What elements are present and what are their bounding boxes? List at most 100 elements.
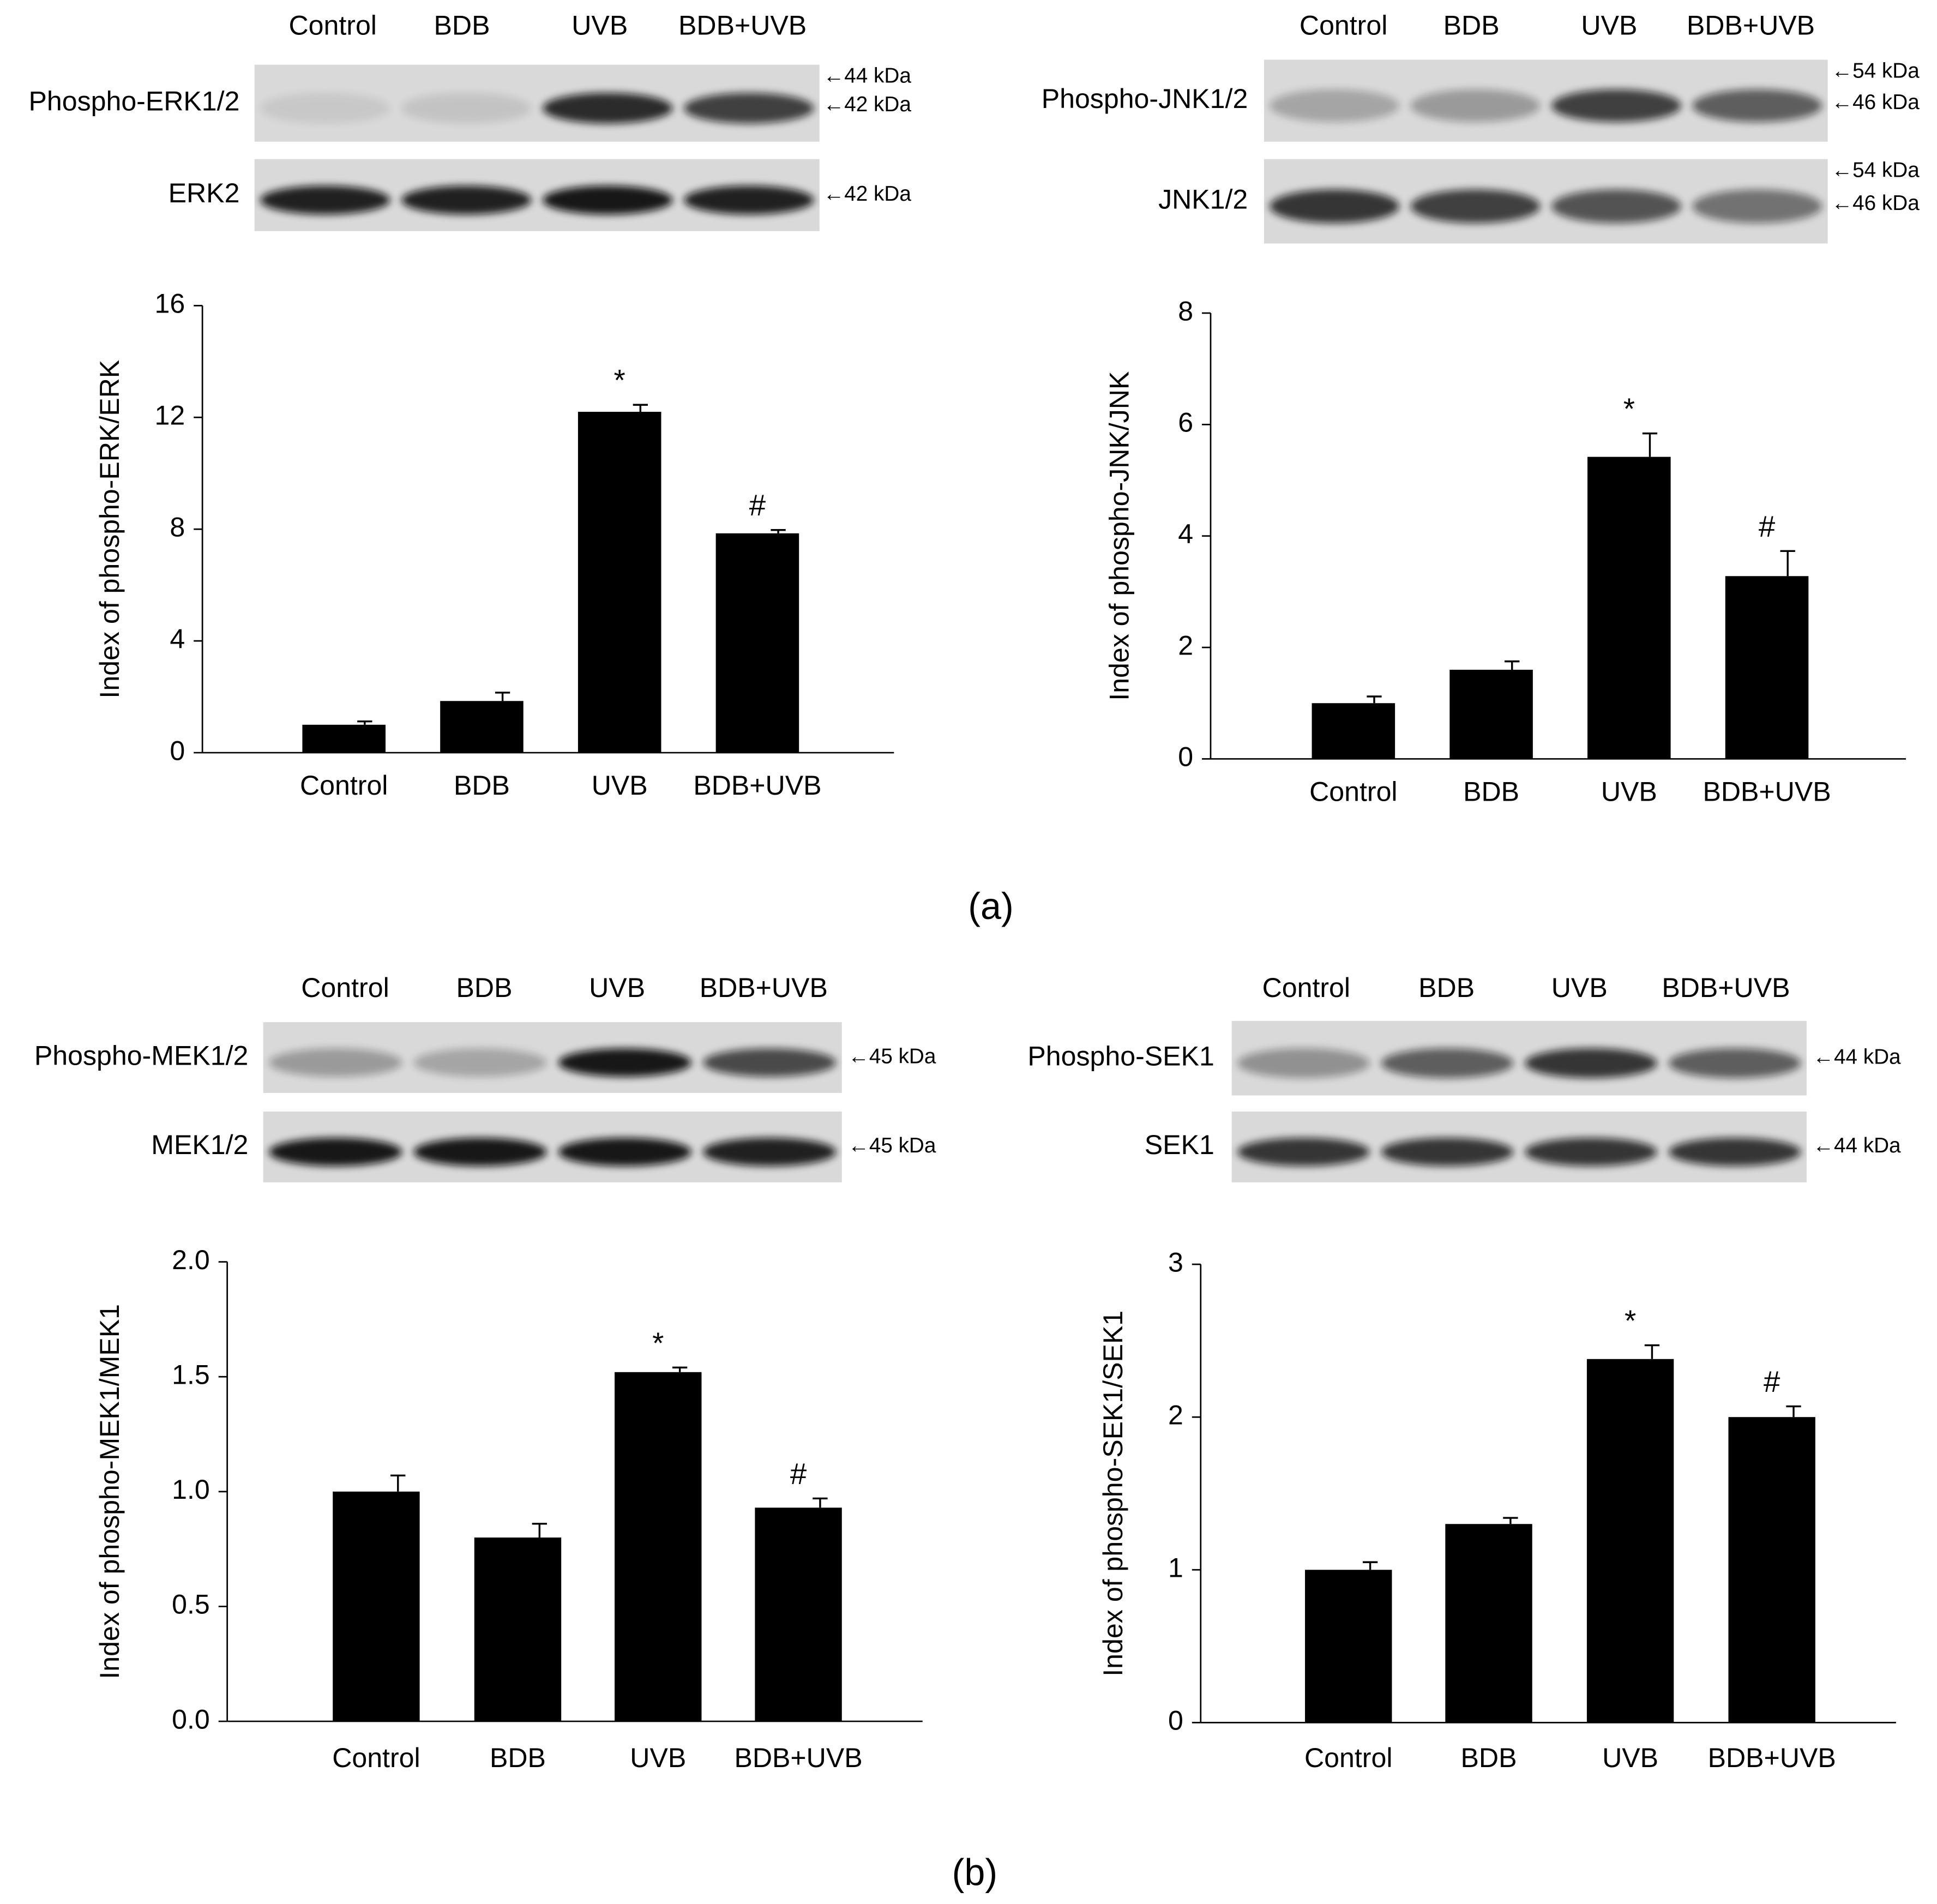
- significance-mark: #: [1759, 510, 1776, 543]
- y-tick-label: 8: [170, 512, 185, 542]
- blot-row-label: MEK1/2: [151, 1130, 248, 1160]
- x-tick-label: UVB: [1601, 776, 1657, 807]
- blot-band: [1410, 189, 1541, 224]
- lane-label: Control: [1262, 972, 1350, 1003]
- blot-band: [413, 1048, 547, 1077]
- blot-band: [1270, 89, 1400, 122]
- blot-row-label: ERK2: [169, 178, 240, 208]
- bar: [615, 1372, 702, 1722]
- kda-marker: ←54 kDa: [1831, 159, 1920, 182]
- bar: [1725, 576, 1809, 759]
- blot-band: [703, 1048, 837, 1077]
- x-tick-label: Control: [332, 1743, 420, 1773]
- blot-band: [269, 1048, 402, 1077]
- x-tick-label: UVB: [630, 1743, 686, 1773]
- lane-label: BDB: [456, 972, 513, 1003]
- blot-band: [1668, 1138, 1801, 1167]
- lane-label: UVB: [1581, 10, 1637, 41]
- bar: [1449, 669, 1533, 759]
- blot-band: [684, 93, 814, 124]
- panel-label: (b): [952, 1852, 997, 1893]
- lane-label: Control: [1300, 10, 1387, 41]
- lane-label: UVB: [1551, 972, 1608, 1003]
- kda-marker: ←46 kDa: [1831, 191, 1920, 215]
- kda-marker: ←44 kDa: [1813, 1045, 1901, 1068]
- y-tick-label: 1: [1168, 1553, 1183, 1583]
- lane-label: BDB: [1443, 10, 1500, 41]
- y-tick-label: 16: [155, 289, 185, 319]
- bar: [302, 724, 386, 753]
- blot-band: [1410, 89, 1541, 122]
- kda-marker: ←44 kDa: [823, 64, 912, 88]
- blot-row-label: Phospho-MEK1/2: [34, 1040, 249, 1071]
- bar: [1445, 1524, 1532, 1723]
- lane-label: BDB+UVB: [1662, 972, 1790, 1003]
- x-tick-label: Control: [300, 770, 388, 801]
- x-tick-label: BDB+UVB: [1703, 776, 1831, 807]
- blot-band: [543, 93, 673, 124]
- blot-row-label: Phospho-JNK1/2: [1042, 83, 1248, 114]
- y-tick-label: 4: [170, 623, 185, 654]
- blot-band: [558, 1048, 691, 1077]
- blot-band: [1525, 1048, 1657, 1078]
- bar: [474, 1537, 562, 1722]
- y-tick-label: 12: [155, 400, 185, 431]
- bar: [440, 701, 524, 753]
- y-tick-label: 3: [1168, 1247, 1183, 1277]
- kda-marker: ←44 kDa: [1813, 1134, 1901, 1157]
- x-tick-label: BDB+UVB: [693, 770, 821, 801]
- blot-band: [1237, 1048, 1370, 1078]
- blot-row-label: JNK1/2: [1158, 184, 1248, 214]
- x-tick-label: BDB: [1461, 1743, 1517, 1773]
- blot-band: [558, 1138, 691, 1167]
- x-tick-label: Control: [1304, 1743, 1392, 1773]
- y-axis-label: Index of phospho-MEK1/MEK1: [94, 1304, 125, 1679]
- x-tick-label: UVB: [592, 770, 648, 801]
- x-tick-label: BDB+UVB: [734, 1743, 862, 1773]
- y-tick-label: 4: [1178, 519, 1193, 549]
- kda-marker: ←42 kDa: [823, 182, 912, 206]
- blot-band: [260, 93, 390, 124]
- bar: [333, 1491, 420, 1722]
- y-tick-label: 0: [1168, 1705, 1183, 1736]
- blot-band: [1692, 89, 1822, 122]
- lane-label: BDB: [434, 10, 490, 41]
- x-tick-label: Control: [1309, 776, 1397, 807]
- lane-label: BDB: [1418, 972, 1475, 1003]
- significance-mark: #: [749, 489, 766, 522]
- lane-label: UVB: [572, 10, 628, 41]
- bar: [715, 533, 799, 753]
- blot-row-label: Phospho-ERK1/2: [28, 86, 239, 116]
- bar: [1312, 703, 1395, 759]
- blot-row-label: Phospho-SEK1: [1027, 1041, 1214, 1071]
- bar: [578, 412, 661, 753]
- blot-band: [1551, 89, 1681, 122]
- blot-band: [269, 1138, 402, 1167]
- blot-band: [684, 185, 814, 215]
- blot-band: [1270, 189, 1400, 224]
- blot-band: [1381, 1048, 1514, 1078]
- y-tick-label: 8: [1178, 296, 1193, 326]
- x-tick-label: BDB+UVB: [1708, 1743, 1836, 1773]
- blot-band: [401, 185, 532, 215]
- y-tick-label: 0.0: [172, 1704, 210, 1734]
- x-tick-label: UVB: [1602, 1743, 1658, 1773]
- blot-band: [401, 93, 532, 124]
- blot-band: [543, 185, 673, 215]
- y-tick-label: 2: [1168, 1400, 1183, 1430]
- lane-label: Control: [288, 10, 376, 41]
- blot-band: [260, 185, 390, 215]
- y-tick-label: 1.5: [172, 1359, 210, 1390]
- blot-band: [1381, 1138, 1514, 1167]
- y-tick-label: 0: [1178, 742, 1193, 772]
- y-axis-label: Index of phospho-JNK/JNK: [1104, 371, 1134, 701]
- kda-marker: ←46 kDa: [1831, 91, 1920, 114]
- x-tick-label: BDB: [490, 1743, 546, 1773]
- kda-marker: ←45 kDa: [848, 1134, 936, 1157]
- blot-band: [1237, 1138, 1370, 1167]
- y-axis-label: Index of phospho-ERK/ERK: [94, 360, 125, 699]
- kda-marker: ←54 kDa: [1831, 59, 1920, 83]
- blot-band: [703, 1138, 837, 1167]
- lane-label: Control: [301, 972, 389, 1003]
